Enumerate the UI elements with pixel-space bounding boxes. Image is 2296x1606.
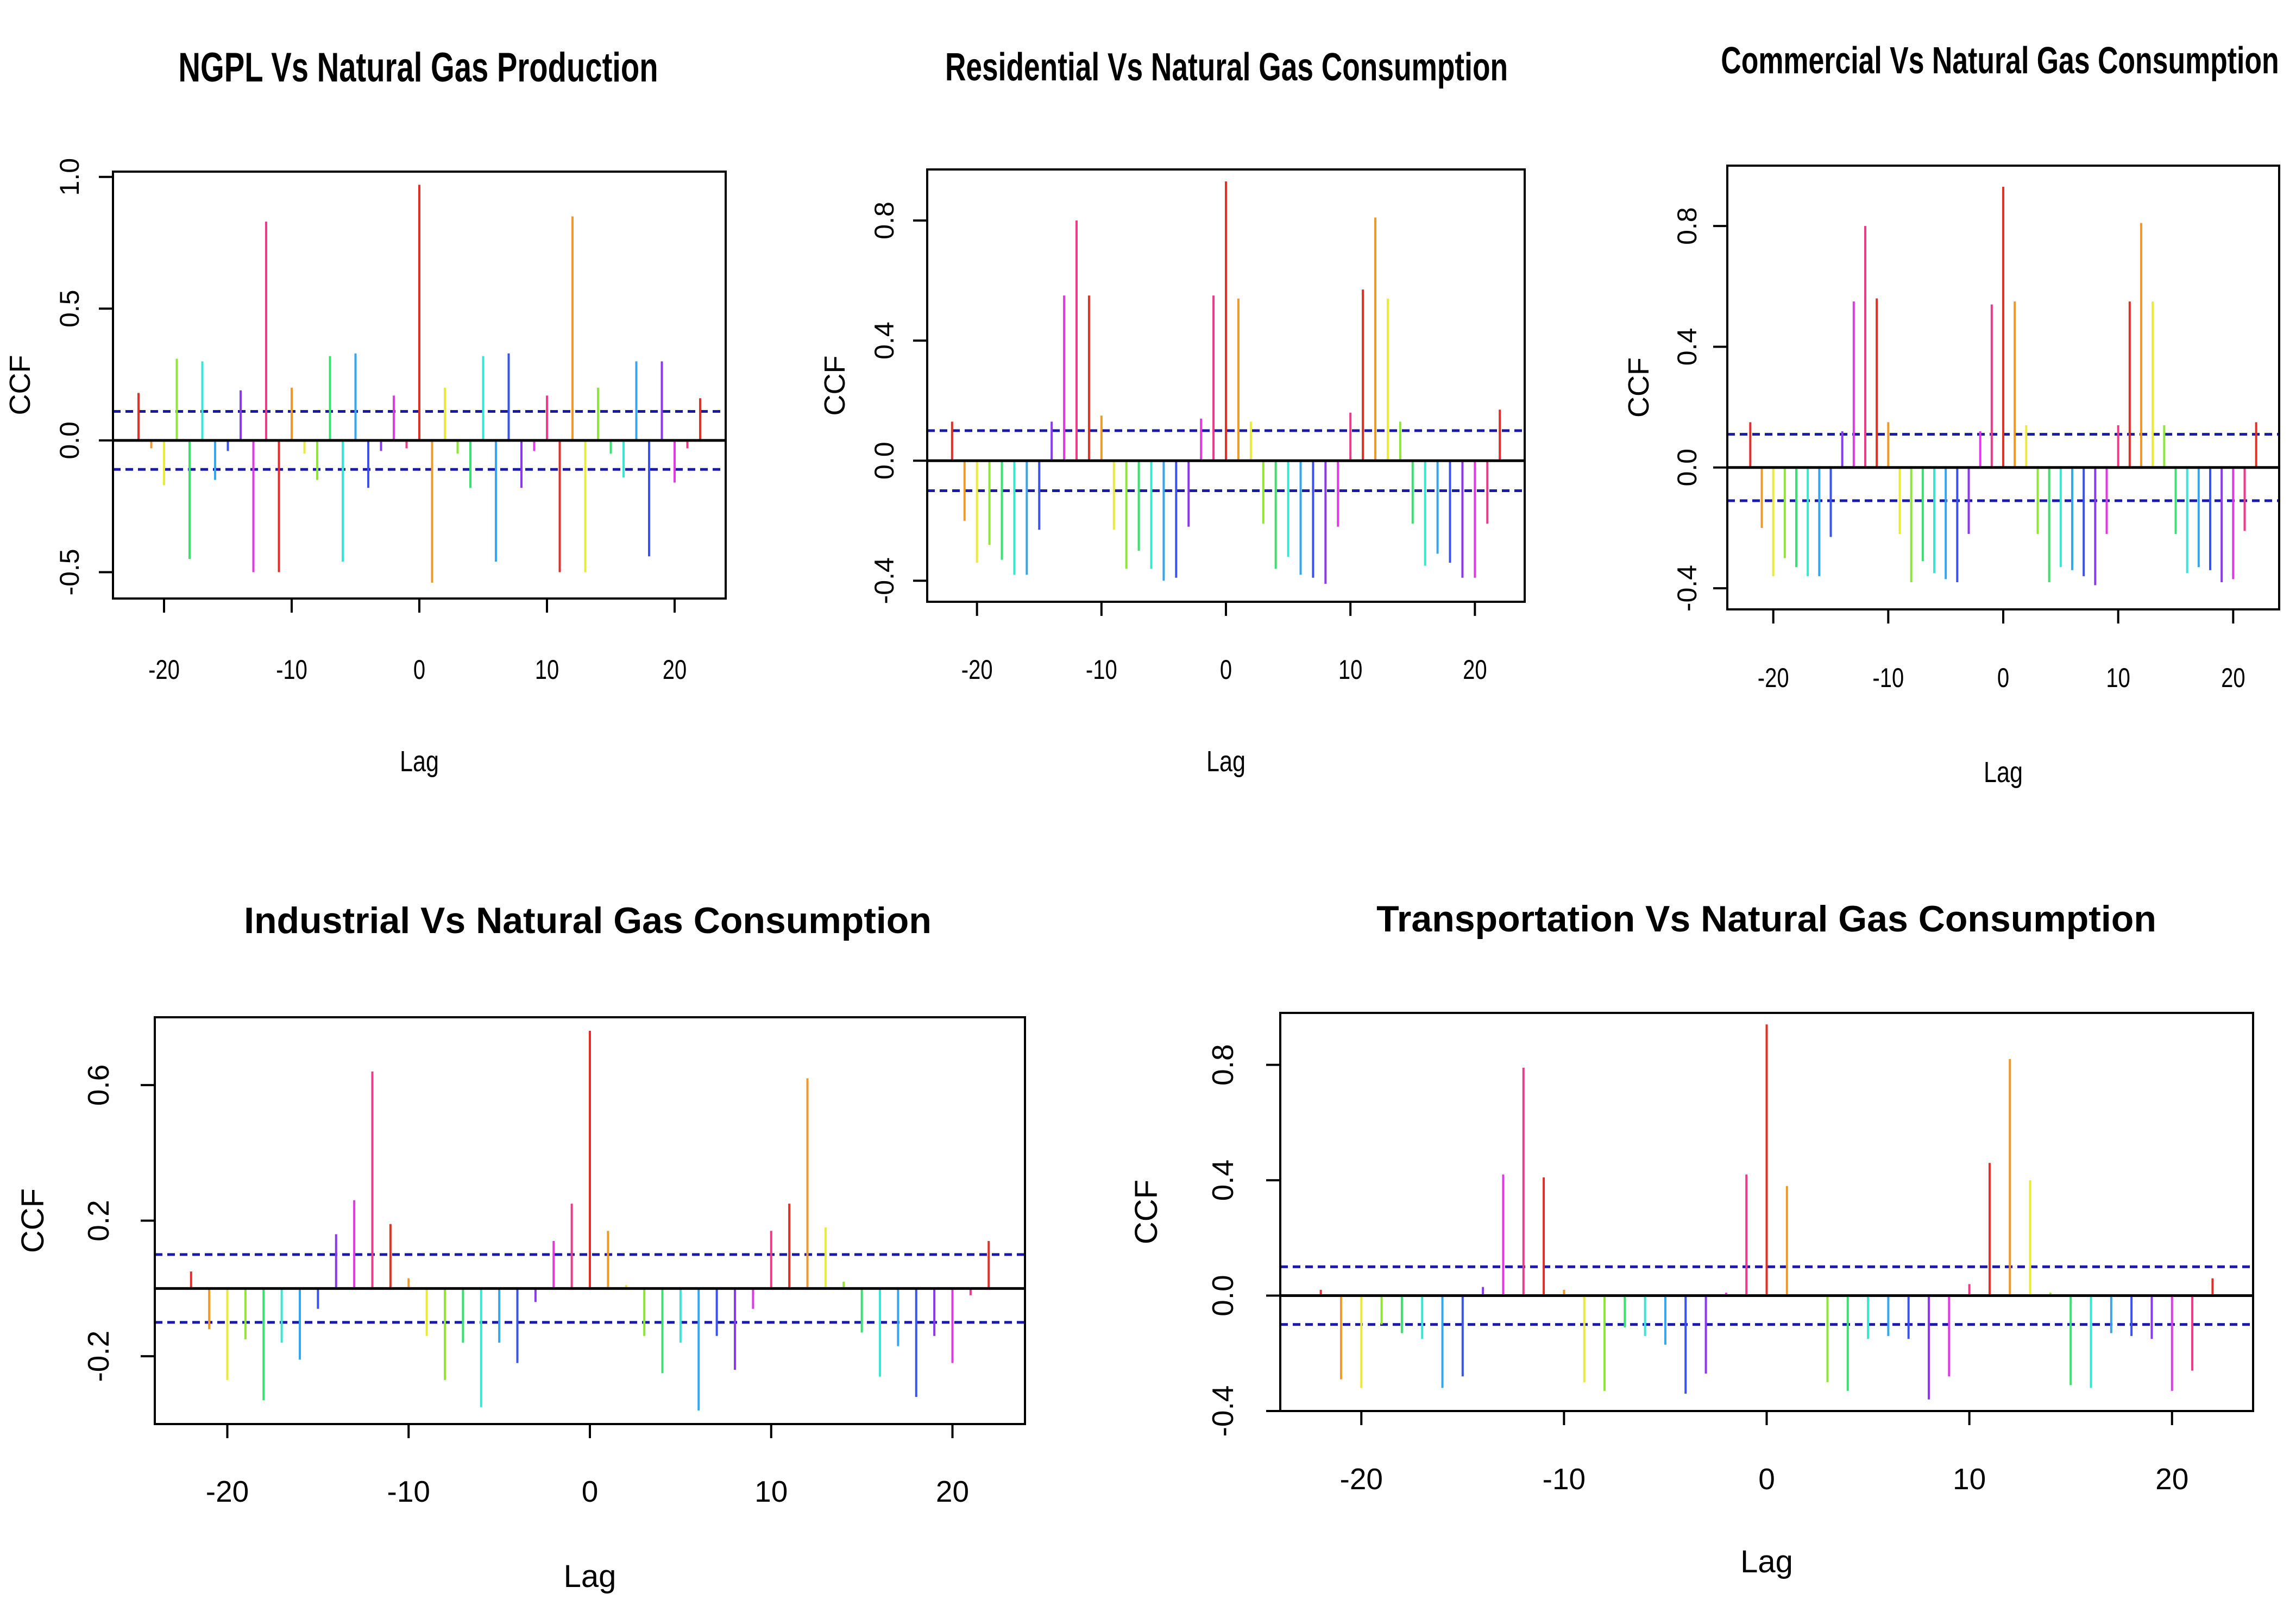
chart-title: Transportation Vs Natural Gas Consumptio… xyxy=(1376,898,2156,940)
ccf-panel-commercial-vs-consumption: Commercial Vs Natural Gas Consumption -20… xyxy=(1622,39,2280,789)
x-tick-label: -20 xyxy=(961,654,993,685)
chart-title: Industrial Vs Natural Gas Consumption xyxy=(244,900,932,941)
ccf-panel-industrial-vs-consumption: Industrial Vs Natural Gas Consumption -20… xyxy=(15,900,1026,1594)
x-axis-label: Lag xyxy=(400,746,439,778)
y-tick-label: -0.4 xyxy=(1206,1385,1240,1437)
x-tick-label: 20 xyxy=(663,654,687,685)
x-tick-label: -10 xyxy=(276,654,307,685)
x-tick-label: 10 xyxy=(2106,663,2130,693)
chart-title: Residential Vs Natural Gas Consumption xyxy=(945,46,1508,89)
x-tick-label: 0 xyxy=(1997,663,2009,693)
ccf-panel-residential-vs-consumption: Residential Vs Natural Gas Consumption -2… xyxy=(819,46,1526,778)
y-axis-label: CCF xyxy=(1622,357,1655,418)
y-tick-label: -0.2 xyxy=(81,1331,115,1382)
y-tick-label: -0.4 xyxy=(869,557,899,604)
x-tick-label: 20 xyxy=(2155,1462,2188,1496)
ccf-panel-ngpl-vs-production: NGPL Vs Natural Gas Production -20 -10 0 10 2… xyxy=(4,45,727,778)
x-axis-label: Lag xyxy=(564,1559,617,1594)
x-tick-label: -10 xyxy=(387,1475,431,1508)
y-tick-label: 0.0 xyxy=(54,421,85,459)
ccf-panel-transportation-vs-consumption: Transportation Vs Natural Gas Consumptio… xyxy=(1129,898,2254,1579)
x-tick-label: -10 xyxy=(1086,654,1117,685)
x-tick-label: -10 xyxy=(1872,663,1904,693)
x-tick-label: 20 xyxy=(2221,663,2245,693)
x-tick-label: 10 xyxy=(754,1475,788,1508)
y-tick-label: 0.2 xyxy=(81,1200,115,1241)
x-tick-label: 20 xyxy=(936,1475,969,1508)
x-tick-label: 0 xyxy=(582,1475,599,1508)
x-tick-label: 0 xyxy=(1220,654,1232,685)
y-tick-label: 0.4 xyxy=(1672,328,1702,366)
x-tick-label: -20 xyxy=(1340,1462,1383,1496)
chart-title: Commercial Vs Natural Gas Consumption xyxy=(1721,39,2279,81)
x-tick-label: -20 xyxy=(1758,663,1789,693)
y-tick-label: 0.6 xyxy=(81,1065,115,1106)
y-tick-label: 0.4 xyxy=(869,322,899,360)
y-tick-label: -0.5 xyxy=(54,549,85,595)
x-axis-label: Lag xyxy=(1206,746,1245,778)
y-tick-label: 0.0 xyxy=(1206,1275,1240,1316)
x-tick-label: -10 xyxy=(1543,1462,1586,1496)
y-tick-label: 0.8 xyxy=(1672,207,1702,245)
y-axis-label: CCF xyxy=(819,356,851,416)
x-tick-label: 10 xyxy=(1953,1462,1986,1496)
y-axis-label: CCF xyxy=(1129,1180,1164,1244)
x-tick-label: -20 xyxy=(206,1475,249,1508)
x-tick-label: 0 xyxy=(413,654,425,685)
x-tick-label: 20 xyxy=(1463,654,1487,685)
x-tick-label: -20 xyxy=(148,654,180,685)
x-axis-label: Lag xyxy=(1740,1544,1793,1579)
y-tick-label: -0.4 xyxy=(1672,565,1702,612)
y-axis-label: CCF xyxy=(4,355,36,415)
y-tick-label: 0.4 xyxy=(1206,1160,1240,1201)
chart-title: NGPL Vs Natural Gas Production xyxy=(178,45,658,91)
y-tick-label: 0.5 xyxy=(54,290,85,328)
x-tick-label: 10 xyxy=(1338,654,1362,685)
x-axis-label: Lag xyxy=(1984,757,2023,789)
y-axis-label: CCF xyxy=(15,1188,51,1253)
y-tick-label: 0.0 xyxy=(1672,449,1702,487)
y-tick-label: 0.0 xyxy=(869,442,899,480)
x-tick-label: 0 xyxy=(1758,1462,1775,1496)
y-tick-label: 0.8 xyxy=(1206,1044,1240,1085)
x-tick-label: 10 xyxy=(535,654,559,685)
y-tick-label: 0.8 xyxy=(869,201,899,240)
y-tick-label: 1.0 xyxy=(54,158,85,196)
